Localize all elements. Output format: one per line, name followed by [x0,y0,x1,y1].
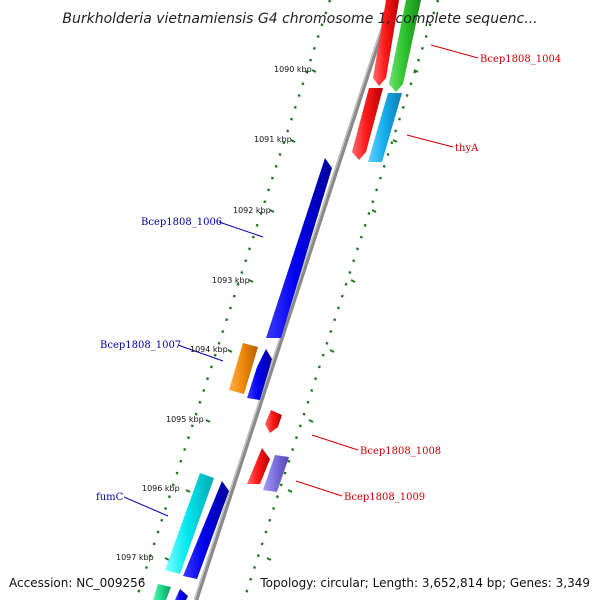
kbp-label-1096: 1096 kbp [142,484,180,493]
accession-text: Accession: NC_009256 [9,576,145,590]
kbp-label-1090: 1090 kbp [274,65,312,74]
gene-label-bcep1808-1006[interactable]: Bcep1808_1006 [141,217,222,228]
leader-lines-forward [295,44,479,497]
gene-bcep1808-1007[interactable] [229,343,258,394]
gene-label-fumC[interactable]: fumC [96,492,124,503]
outer-tick-ring [242,0,440,600]
chromosome-backbone [193,0,395,600]
chromosome-backbone-highlight [193,0,392,600]
gene-label-thyA[interactable]: thyA [455,143,479,154]
kbp-label-1095: 1095 kbp [166,415,204,424]
gene-bcep1808-1009-red[interactable] [247,448,270,484]
topology-text: Topology: circular; Length: 3,652,814 bp… [259,576,590,590]
gene-label-bcep1808-1008[interactable]: Bcep1808_1008 [360,446,441,457]
gene-bcep1808-1009[interactable] [263,455,289,492]
kbp-tick-labels: 1090 kbp 1091 kbp 1092 kbp 1093 kbp 1094… [116,65,312,562]
gene-label-bcep1808-1009[interactable]: Bcep1808_1009 [344,492,425,503]
gene-label-bcep1808-1007[interactable]: Bcep1808_1007 [100,340,181,351]
kbp-label-1094: 1094 kbp [190,345,228,354]
map-title: Burkholderia vietnamiensis G4 chromosome… [62,11,537,27]
gene-bcep1808-1007-blue[interactable] [247,349,272,400]
gene-bcep1808-1008[interactable] [265,410,282,433]
leader-lines-reverse [123,221,264,517]
gene-thyA[interactable] [368,93,402,162]
gene-bcep1808-1004-red[interactable] [373,0,399,86]
gene-bcep1808-1004[interactable] [389,0,421,92]
gene-fumC-blue[interactable] [183,481,229,579]
kbp-label-1097: 1097 kbp [116,553,154,562]
kbp-label-1091: 1091 kbp [254,135,292,144]
gene-bcep1808-1006[interactable] [266,158,332,338]
gene-thyA-red[interactable] [352,88,383,160]
kbp-label-1093: 1093 kbp [212,276,250,285]
gene-bottom-seagreen[interactable] [153,584,171,600]
kbp-label-1092: 1092 kbp [233,206,271,215]
gene-fumC[interactable] [165,473,214,574]
inner-tick-ring [134,0,332,600]
gene-bottom-blue[interactable] [175,589,188,600]
major-ticks [164,69,419,561]
gene-label-bcep1808-1004[interactable]: Bcep1808_1004 [480,54,561,65]
